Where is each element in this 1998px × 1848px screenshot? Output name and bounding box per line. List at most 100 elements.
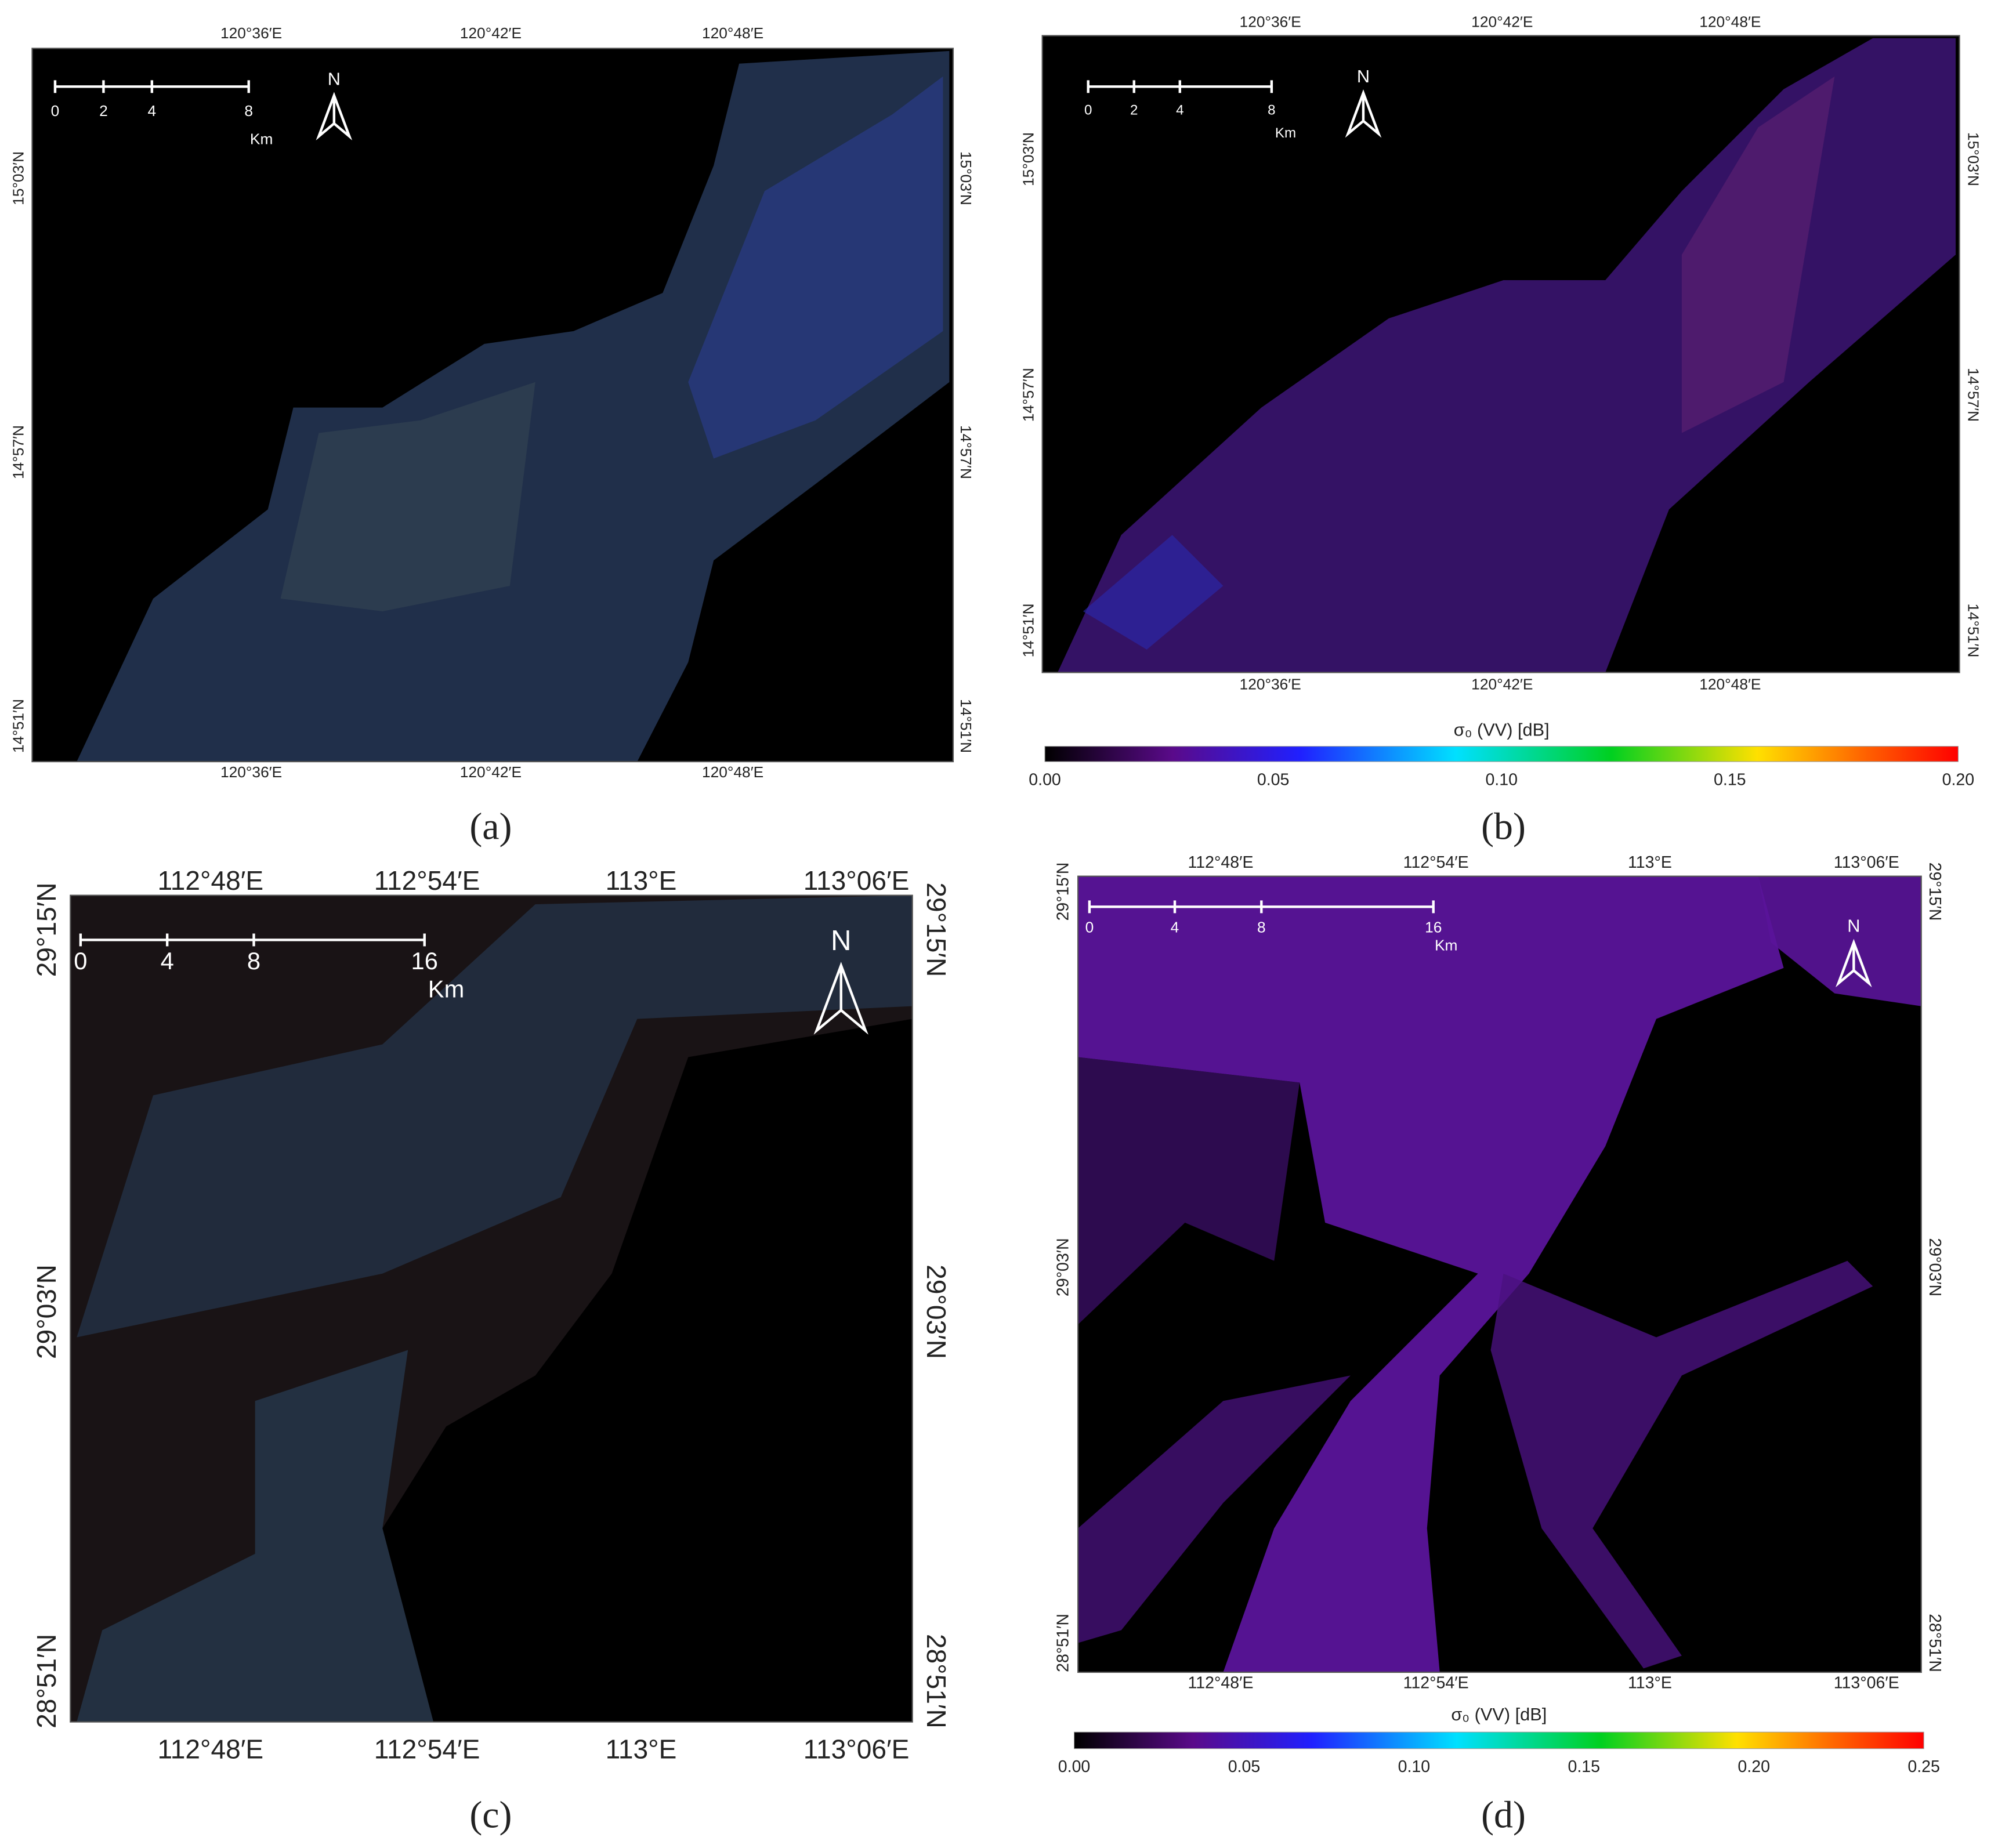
panel-label: (a) [469, 806, 512, 848]
scale-label: 4 [148, 102, 157, 119]
map-panel: 120°36′E 120°42′E 120°48′E 120°36′E 120°42′E… [1020, 13, 1982, 847]
latitude-label: 29°03′N [1054, 1238, 1073, 1296]
colorbar [1073, 1731, 1924, 1749]
latitude-label: 29°15′N [1925, 863, 1944, 921]
longitude-label: 112°48′E [158, 1734, 264, 1764]
latitude-label: 14°51′N [957, 699, 975, 753]
scale-label: 0 [51, 102, 60, 119]
scale-label: 2 [1130, 102, 1138, 118]
longitude-label: 113°06′E [1834, 853, 1899, 872]
latitude-label: 14°51′N [1020, 603, 1037, 657]
longitude-label: 113°E [606, 1734, 677, 1764]
latitude-label: 14°57′N [1965, 368, 1982, 422]
latitude-label: 29°03′N [921, 1264, 951, 1359]
scale-label: 0 [1085, 919, 1094, 936]
longitude-label: 120°36′E [1240, 675, 1301, 693]
latitude-label: 15°03′N [957, 151, 975, 205]
colorbar-tick-label: 0.00 [1058, 1758, 1091, 1776]
latitude-label: 14°51′N [1965, 603, 1982, 657]
longitude-label: 112°54′E [1403, 1673, 1469, 1692]
latitude-label: 28°51′N [1925, 1614, 1944, 1672]
longitude-label: 113°E [1628, 1673, 1672, 1692]
scale-unit: Km [1275, 125, 1296, 141]
map-panel: 120°36′E 120°42′E 120°48′E 120°36′E 120°42′E… [9, 24, 974, 847]
scale-label: 0 [1084, 102, 1092, 118]
longitude-label: 120°42′E [460, 763, 522, 781]
map-panel: 112°48′E 112°54′E 113°E 113°06′E 112°48′E 112… [1054, 853, 1945, 1836]
scale-unit: Km [428, 975, 465, 1002]
scale-label: 16 [411, 947, 438, 974]
north-label: N [831, 925, 852, 956]
annotations: 120°36′E 120°42′E 120°48′E 120°36′E 120°42′E… [9, 13, 1982, 1836]
scale-label: 8 [1268, 102, 1275, 118]
colorbar-tick-label: 0.20 [1738, 1758, 1770, 1776]
longitude-label: 112°54′E [374, 1734, 480, 1764]
scale-label: 16 [1425, 919, 1442, 936]
scale-label: 2 [99, 102, 108, 119]
colorbar-tick-label: 0.00 [1029, 771, 1061, 789]
colorbar-tick-label: 0.15 [1568, 1758, 1601, 1776]
map-panel: 112°48′E 112°54′E 113°E 113°06′E 112°48′E 112… [31, 865, 951, 1836]
colorbar-tick-label: 0.10 [1485, 771, 1518, 789]
scale-label: 8 [1257, 919, 1266, 936]
colorbar-title: σ₀ (VV) [dB] [1451, 1704, 1547, 1724]
panel-label: (d) [1481, 1794, 1526, 1836]
latitude-label: 28°51′N [31, 1634, 61, 1729]
scale-unit: Km [250, 130, 273, 147]
longitude-label: 112°48′E [1188, 853, 1254, 872]
scale-unit: Km [1435, 936, 1458, 954]
map-frame [70, 894, 913, 1723]
latitude-label: 29°03′N [31, 1264, 61, 1359]
north-label: N [328, 68, 341, 89]
latitude-label: 15°03′N [1020, 132, 1037, 186]
colorbar [1044, 746, 1959, 762]
colorbar-title: σ₀ (VV) [dB] [1454, 719, 1550, 740]
longitude-label: 120°48′E [1699, 13, 1761, 30]
longitude-label: 113°E [1628, 853, 1672, 872]
scale-label: 8 [244, 102, 253, 119]
colorbar-tick-label: 0.25 [1907, 1758, 1940, 1776]
north-arrow [813, 962, 868, 1035]
longitude-label: 113°06′E [803, 1734, 910, 1764]
panel-label: (c) [469, 1794, 512, 1836]
longitude-label: 113°E [606, 865, 677, 896]
latitude-label: 15°03′N [9, 151, 27, 205]
north-arrow [316, 92, 353, 140]
colorbar-tick-label: 0.05 [1257, 771, 1290, 789]
longitude-label: 112°54′E [1403, 853, 1469, 872]
latitude-label: 29°15′N [31, 882, 61, 977]
colorbar-tick-label: 0.20 [1942, 771, 1975, 789]
scale-label: 4 [1176, 102, 1183, 118]
longitude-label: 112°48′E [1188, 1673, 1254, 1692]
longitude-label: 112°54′E [374, 865, 480, 896]
latitude-label: 28°51′N [921, 1634, 951, 1729]
longitude-label: 120°48′E [1699, 675, 1761, 693]
longitude-label: 113°06′E [803, 865, 910, 896]
north-label: N [1357, 66, 1370, 86]
map-frame [31, 48, 954, 763]
longitude-label: 120°48′E [702, 24, 763, 42]
map-frame [1077, 875, 1922, 1673]
latitude-label: 28°51′N [1054, 1614, 1073, 1672]
longitude-label: 112°48′E [158, 865, 264, 896]
latitude-label: 29°15′N [1054, 863, 1073, 921]
north-arrow [1836, 939, 1872, 988]
scale-label: 0 [74, 947, 87, 974]
longitude-label: 120°42′E [1471, 675, 1533, 693]
longitude-label: 120°36′E [220, 763, 282, 781]
longitude-label: 120°48′E [702, 763, 763, 781]
colorbar-tick-label: 0.15 [1714, 771, 1746, 789]
colorbar-tick-label: 0.05 [1228, 1758, 1261, 1776]
north-arrow [1345, 89, 1382, 138]
map-imagery [32, 35, 1960, 1722]
latitude-label: 15°03′N [1965, 132, 1982, 186]
longitude-label: 120°36′E [220, 24, 282, 42]
panel-label: (b) [1481, 806, 1526, 848]
latitude-label: 14°57′N [9, 425, 27, 479]
colorbar-tick-label: 0.10 [1398, 1758, 1431, 1776]
longitude-label: 120°42′E [1471, 13, 1533, 30]
north-label: N [1847, 916, 1860, 936]
latitude-label: 14°57′N [957, 425, 975, 479]
